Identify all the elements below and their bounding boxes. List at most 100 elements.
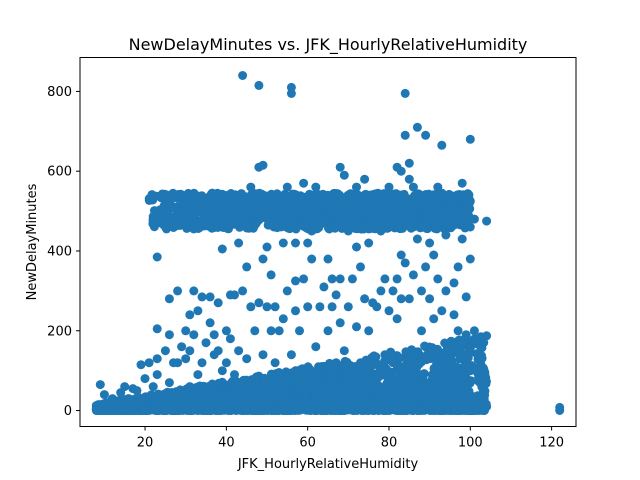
plot-frame <box>79 57 577 427</box>
scatter-point <box>364 326 374 336</box>
scatter-point <box>189 405 199 415</box>
scatter-point <box>384 182 394 192</box>
scatter-point <box>230 290 239 300</box>
scatter-point <box>311 342 321 352</box>
scatter-point <box>335 202 345 212</box>
scatter-point <box>436 404 446 414</box>
scatter-point <box>385 367 395 377</box>
scatter-point <box>164 330 174 340</box>
scatter-point <box>166 214 176 224</box>
scatter-point <box>400 198 410 208</box>
scatter-point <box>437 306 447 316</box>
scatter-point <box>193 224 203 233</box>
scatter-point <box>333 387 343 397</box>
scatter-point <box>343 226 353 236</box>
scatter-point <box>225 215 235 225</box>
scatter-point <box>371 385 381 395</box>
scatter-point <box>392 404 402 414</box>
scatter-point <box>295 405 305 415</box>
scatter-point <box>392 314 402 324</box>
scatter-point <box>331 358 341 368</box>
scatter-point <box>171 221 181 231</box>
x-tick-label: 40 <box>218 436 235 451</box>
scatter-point <box>181 326 191 336</box>
scatter-point <box>190 190 200 200</box>
scatter-point <box>193 306 203 316</box>
scatter-point <box>339 346 349 356</box>
scatter-point <box>226 196 236 206</box>
scatter-point <box>267 379 277 389</box>
scatter-point <box>299 274 309 284</box>
scatter-point <box>425 200 435 210</box>
scatter-point <box>381 388 391 398</box>
scatter-point <box>323 190 333 200</box>
scatter-point <box>323 254 333 264</box>
scatter-point <box>453 262 463 272</box>
scatter-point <box>287 214 297 224</box>
scatter-point <box>456 217 465 227</box>
scatter-point <box>205 318 215 328</box>
scatter-point <box>258 160 268 170</box>
scatter-point <box>230 370 239 380</box>
scatter-point <box>463 209 472 219</box>
scatter-point <box>286 350 296 360</box>
scatter-point <box>292 371 302 381</box>
scatter-point <box>274 394 284 404</box>
scatter-point <box>406 223 416 233</box>
scatter-point <box>327 377 337 387</box>
scatter-point <box>408 193 418 203</box>
scatter-point <box>213 298 223 308</box>
scatter-point <box>429 314 439 324</box>
scatter-point <box>341 197 351 207</box>
scatter-point <box>404 158 414 168</box>
scatter-point <box>215 219 225 229</box>
scatter-point <box>108 394 117 404</box>
scatter-point <box>343 302 353 312</box>
scatter-point <box>238 71 248 80</box>
scatter-point <box>433 274 443 284</box>
scatter-point <box>140 406 150 415</box>
scatter-point <box>323 326 333 336</box>
scatter-point <box>360 174 370 184</box>
scatter-point <box>404 363 414 373</box>
scatter-point <box>208 205 218 215</box>
scatter-point <box>413 406 423 415</box>
scatter-point <box>185 382 195 392</box>
scatter-point <box>152 252 162 262</box>
scatter-point <box>282 286 292 296</box>
scatter-point <box>140 374 150 384</box>
scatter-point <box>155 205 165 215</box>
scatter-point <box>409 215 419 225</box>
scatter-point <box>262 242 272 252</box>
scatter-point <box>353 365 363 375</box>
scatter-point <box>315 390 325 400</box>
scatter-point <box>238 402 248 412</box>
scatter-point <box>482 402 492 412</box>
scatter-point <box>201 402 211 412</box>
chart-title: NewDelayMinutes vs. JFK_HourlyRelativeHu… <box>129 35 528 55</box>
scatter-point <box>423 354 433 364</box>
scatter-point <box>441 286 451 296</box>
scatter-point <box>210 388 220 398</box>
scatter-point <box>354 221 364 231</box>
scatter-point <box>250 326 260 336</box>
scatter-point <box>450 204 460 214</box>
scatter-point <box>445 342 455 352</box>
scatter-point <box>555 402 565 412</box>
scatter-point <box>327 274 337 284</box>
scatter-point <box>335 274 345 284</box>
scatter-point <box>319 218 329 228</box>
scatter-point <box>432 347 442 357</box>
x-tick-label: 120 <box>539 436 564 451</box>
scatter-point <box>477 351 486 361</box>
points-layer <box>91 71 565 415</box>
scatter-point <box>270 358 280 368</box>
scatter-point <box>291 224 301 234</box>
scatter-point <box>286 198 296 208</box>
scatter-point <box>441 230 451 240</box>
scatter-point <box>465 222 475 232</box>
scatter-point <box>337 211 347 221</box>
scatter-point <box>404 294 414 304</box>
scatter-point <box>189 398 199 408</box>
